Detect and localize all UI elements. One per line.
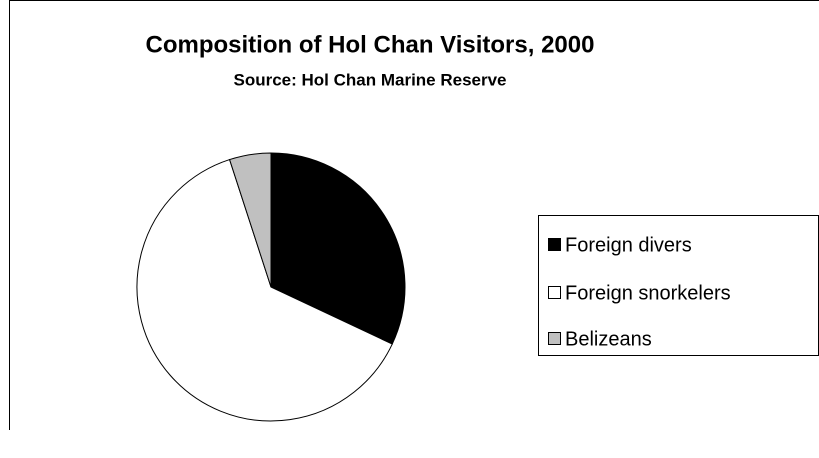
legend: Foreign divers Foreign snorkelers Belizean… — [548, 234, 731, 350]
legend-label: Foreign snorkelers — [565, 282, 731, 304]
pie-slice — [228, 152, 272, 288]
chart-title: Composition of Hol Chan Visitors, 2000 — [146, 31, 595, 58]
pie-slice — [136, 158, 393, 422]
chart-subtitle: Source: Hol Chan Marine Reserve — [233, 70, 506, 89]
legend-swatch — [548, 286, 561, 299]
legend-label: Foreign divers — [565, 234, 692, 256]
legend-label: Belizeans — [565, 328, 652, 350]
legend-swatch — [548, 332, 561, 345]
legend-box — [538, 215, 819, 356]
pie — [136, 152, 406, 422]
pie-slice — [270, 152, 406, 345]
legend-swatch — [548, 238, 561, 251]
